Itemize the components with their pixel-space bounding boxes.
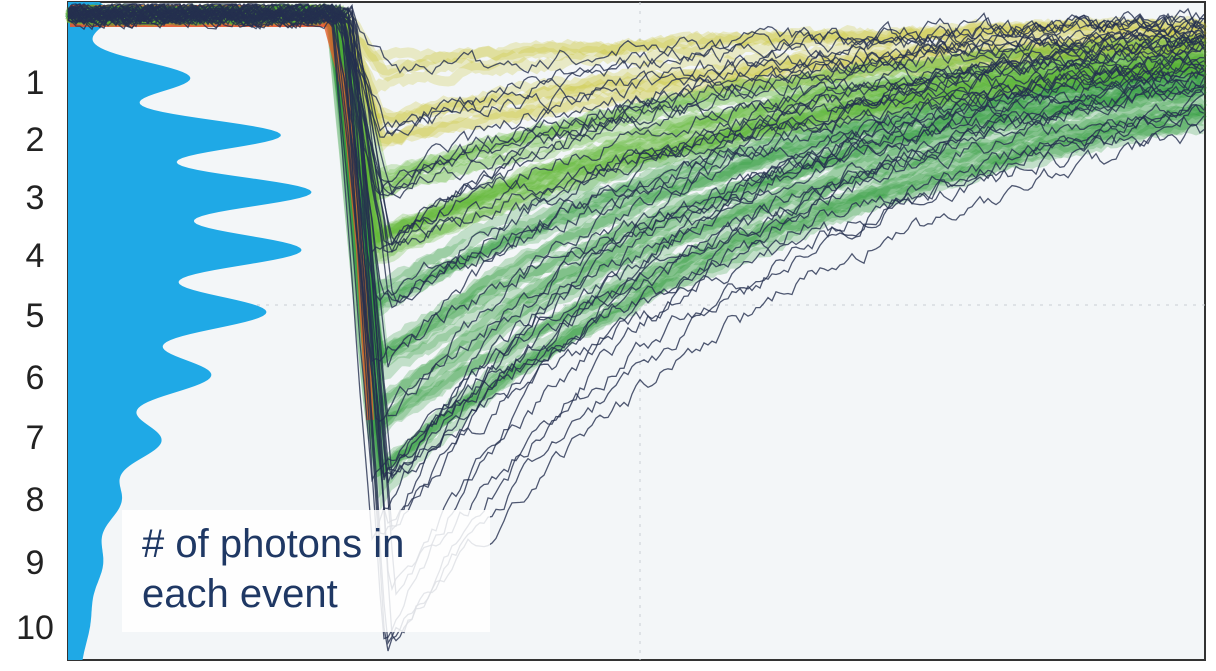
trace [67, 3, 1205, 596]
y-label: 8 [26, 481, 45, 519]
trace [67, 3, 1205, 196]
trace [67, 3, 1205, 477]
trace [67, 4, 1205, 302]
y-label: 5 [26, 297, 45, 335]
trace [67, 5, 1205, 479]
annotation-line: each event [142, 572, 338, 616]
y-label: 9 [26, 544, 45, 582]
trace [67, 3, 1205, 244]
trace [67, 2, 1205, 423]
annotation-line: # of photons in [142, 522, 404, 566]
y-label: 3 [26, 179, 45, 217]
trace [67, 4, 1205, 197]
y-label: 6 [26, 359, 45, 397]
trace [67, 4, 1205, 309]
y-labels: 1 2 3 4 5 6 7 8 9 10 [16, 64, 54, 647]
trace [67, 3, 1205, 138]
waveform-traces [67, 2, 1205, 652]
histogram-area [68, 2, 312, 660]
photon-histogram [68, 2, 312, 660]
y-label: 2 [26, 121, 45, 159]
y-label: 10 [16, 609, 54, 647]
trace [67, 3, 1204, 132]
y-label: 1 [26, 64, 45, 102]
y-label: 7 [26, 419, 45, 457]
trace [67, 3, 1205, 253]
y-label: 4 [26, 237, 45, 275]
annotation-box [122, 510, 490, 632]
